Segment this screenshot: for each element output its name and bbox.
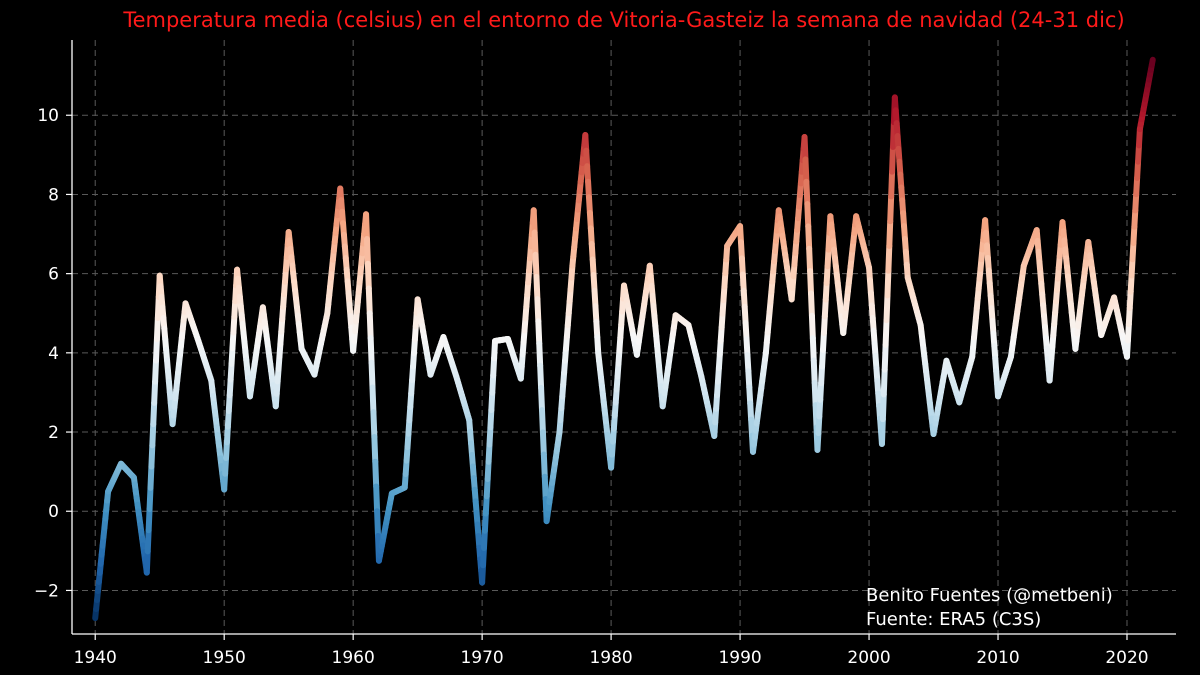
line-segment — [538, 384, 546, 414]
line-segment — [363, 235, 371, 267]
line-segment — [884, 267, 892, 299]
y-tick-label: 6 — [48, 265, 59, 285]
line-segment — [809, 335, 817, 364]
line-segment — [145, 505, 153, 534]
line-segment — [537, 362, 545, 391]
line-segment — [148, 442, 156, 470]
grid-lines — [72, 40, 1176, 634]
line-segment — [144, 527, 152, 555]
y-tick-label: 2 — [48, 423, 59, 443]
temperature-series-line — [92, 56, 1156, 622]
y-tick-label: 4 — [48, 344, 59, 364]
line-segment — [878, 416, 886, 447]
line-segment — [532, 251, 540, 280]
line-segment — [890, 119, 897, 150]
author-credit: Benito Fuentes (@metbeni) — [866, 585, 1113, 606]
line-segment — [541, 473, 549, 502]
line-segment — [888, 168, 896, 200]
line-segment — [811, 379, 819, 409]
line-segment — [889, 143, 896, 175]
line-segment — [806, 245, 814, 275]
line-segment — [363, 211, 370, 242]
line-segment — [374, 508, 382, 539]
x-axis-ticks: 1940 1950 1960 1970 1980 1990 2000 2010 2020 — [74, 634, 1149, 668]
x-tick-label: 1940 — [74, 648, 117, 668]
line-segment — [366, 310, 374, 341]
y-tick-label: 0 — [48, 502, 59, 522]
line-segment — [370, 409, 378, 440]
line-segment — [369, 384, 377, 416]
line-segment — [804, 201, 812, 230]
line-segment — [147, 463, 155, 491]
line-segment — [150, 399, 158, 428]
line-segment — [539, 407, 546, 436]
x-tick-label: 1970 — [460, 648, 503, 668]
line-segment — [879, 391, 887, 423]
line-segment — [807, 268, 815, 297]
line-segment — [887, 193, 895, 225]
line-segment — [535, 318, 543, 347]
line-segment — [539, 429, 547, 458]
chart-title: Temperatura media (celsius) en el entorn… — [122, 8, 1124, 32]
line-segment — [372, 458, 380, 490]
data-source: Fuente: ERA5 (C3S) — [866, 609, 1041, 630]
line-segment — [152, 357, 160, 385]
x-tick-label: 2000 — [847, 648, 890, 668]
x-tick-label: 1960 — [332, 648, 375, 668]
line-segment — [810, 357, 818, 386]
x-tick-label: 1990 — [718, 648, 761, 668]
y-tick-label: 10 — [37, 106, 59, 126]
line-segment — [534, 296, 542, 325]
line-segment — [883, 292, 891, 324]
line-segment — [882, 317, 890, 348]
line-segment — [886, 218, 894, 249]
line-segment — [881, 341, 889, 373]
line-segment — [153, 336, 160, 364]
line-segment — [373, 483, 381, 515]
line-segment — [1148, 56, 1156, 68]
line-segment — [367, 334, 375, 366]
line-segment — [143, 548, 151, 576]
line-segment — [146, 484, 154, 512]
line-segment — [364, 260, 372, 292]
line-segment — [154, 293, 162, 322]
line-segment — [803, 178, 811, 208]
line-segment — [530, 207, 538, 236]
line-segment — [808, 290, 815, 319]
line-segment — [536, 340, 544, 369]
x-tick-label: 1950 — [203, 648, 246, 668]
line-segment — [153, 315, 161, 343]
line-segment — [371, 433, 379, 465]
line-segment — [808, 312, 816, 342]
line-segment — [365, 285, 373, 317]
y-axis-ticks: −2 0 2 4 6 8 10 — [34, 106, 72, 601]
y-tick-label: 8 — [48, 185, 59, 205]
line-segment — [802, 156, 810, 185]
line-segment — [149, 421, 157, 449]
line-segment — [885, 242, 893, 274]
x-tick-label: 2020 — [1105, 648, 1148, 668]
axes — [71, 40, 1176, 635]
y-tick-label: −2 — [34, 581, 59, 601]
line-segment — [368, 359, 376, 391]
line-segment — [151, 378, 159, 406]
x-tick-label: 2010 — [976, 648, 1019, 668]
line-segment — [531, 229, 539, 258]
line-segment — [533, 273, 541, 303]
line-segment — [801, 134, 809, 163]
line-segment — [805, 223, 813, 252]
line-segment — [540, 451, 548, 480]
x-tick-label: 1980 — [589, 648, 632, 668]
line-segment — [880, 366, 888, 398]
